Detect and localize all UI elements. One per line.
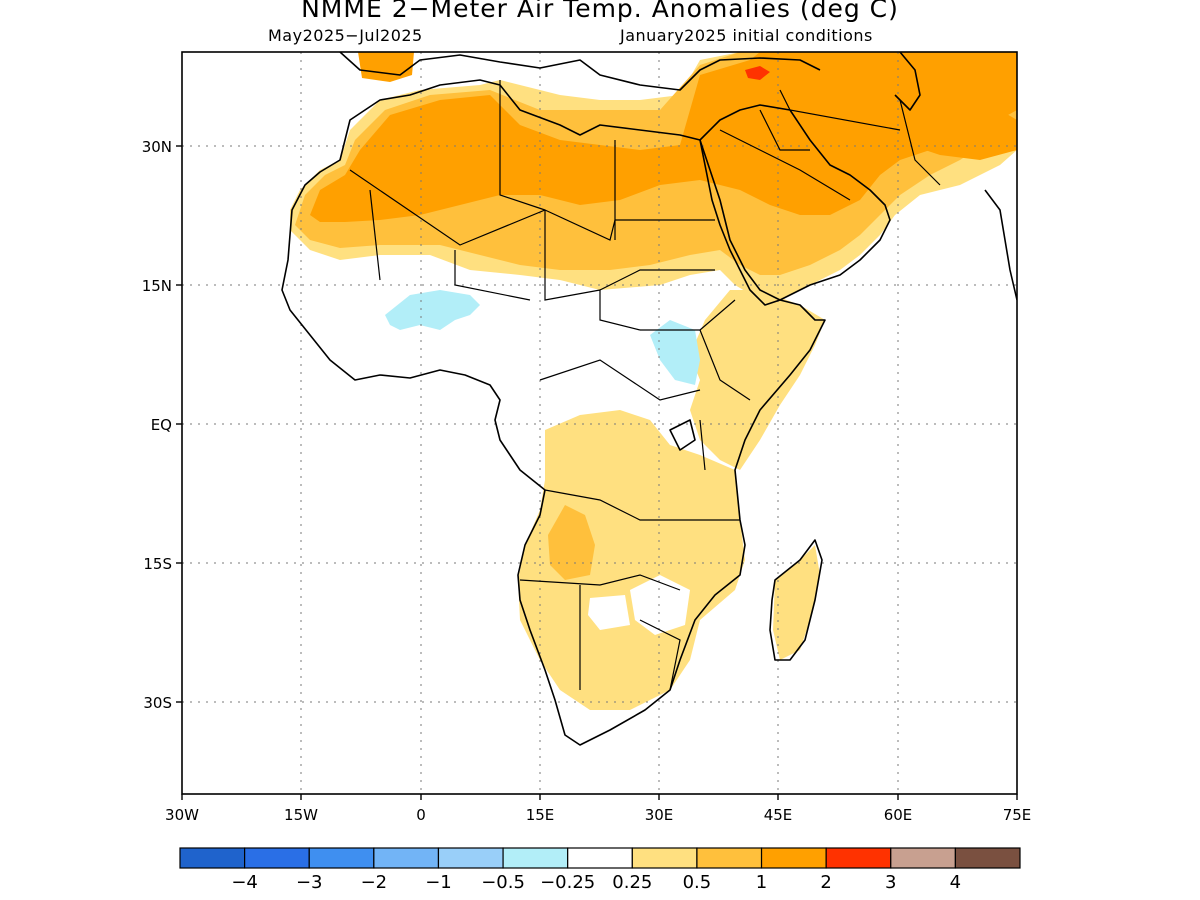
arabia-coastline [699, 104, 891, 306]
lake-victoria [669, 419, 696, 451]
colorbar-label: −2 [361, 872, 388, 893]
anomaly-weak-warm-central [518, 410, 745, 710]
anomaly-warm-angola [548, 505, 595, 580]
lon-label-15e: 15E [526, 806, 555, 824]
anomaly-hot-spot [745, 66, 770, 80]
initial-conditions-label: January2025 initial conditions [620, 26, 873, 45]
coastlines [281, 52, 1017, 746]
caspian-coastline [894, 52, 921, 111]
lon-label-0: 0 [416, 806, 426, 824]
lon-label-30e: 30E [645, 806, 674, 824]
colorbar: −4 −3 −2 −1 −0.5 −0.25 0.25 0.5 1 2 3 4 [179, 847, 1021, 893]
colorbar-label: −0.5 [481, 872, 525, 893]
anomaly-weak-cool-west-africa [385, 290, 480, 330]
colorbar-swatch [825, 847, 892, 869]
axis-ticks [176, 145, 1018, 800]
lat-label-30s: 30S [143, 694, 172, 712]
country-borders [349, 80, 941, 691]
colorbar-label: −0.25 [540, 872, 595, 893]
colorbar-label: 1 [756, 872, 767, 893]
colorbar-label: 3 [885, 872, 896, 893]
africa-coastline [281, 79, 826, 746]
forecast-period: May2025−Jul2025 [268, 26, 423, 45]
india-coastline [984, 189, 1017, 301]
colorbar-swatch [308, 847, 375, 869]
colorbar-swatch [760, 847, 827, 869]
colorbar-swatch [567, 847, 633, 869]
anomaly-weak-warm-madagascar [773, 545, 820, 660]
lat-label-30n: 30N [142, 138, 172, 156]
colorbar-label: −4 [231, 872, 258, 893]
anomaly-weak-warm-horn [690, 290, 825, 470]
lon-label-45e: 45E [764, 806, 793, 824]
anomaly-weak-cool-south-sudan [650, 320, 700, 385]
lat-label-eq: EQ [151, 416, 172, 434]
lon-label-75e: 75E [1003, 806, 1032, 824]
colorbar-swatch [954, 847, 1021, 869]
mediterranean-north-coastline [339, 52, 821, 91]
colorbar-swatch [179, 847, 246, 869]
colorbar-label: −1 [425, 872, 452, 893]
anomaly-neutral-botswana [588, 595, 630, 630]
lat-label-15s: 15S [143, 555, 172, 573]
colorbar-label: 0.25 [612, 872, 652, 893]
colorbar-swatch [244, 847, 310, 869]
graticule [182, 52, 1017, 794]
anomaly-strong-warm-iran [880, 90, 1017, 160]
colorbar-swatch [631, 847, 698, 869]
anomaly-strong-warm-north [310, 52, 1017, 222]
anomaly-fields [290, 52, 1017, 710]
colorbar-swatch [373, 847, 440, 869]
colorbar-label: 0.5 [683, 872, 712, 893]
lon-label-30w: 30W [165, 806, 199, 824]
anomaly-strong-warm-maghreb [358, 52, 414, 82]
colorbar-label: −3 [296, 872, 323, 893]
madagascar-coastline [769, 539, 823, 661]
anomaly-neutral-zimbabwe [630, 575, 690, 635]
map-frame [181, 51, 1018, 795]
lon-label-15w: 15W [284, 806, 318, 824]
colorbar-swatch [437, 847, 504, 869]
colorbar-swatch [502, 847, 569, 869]
colorbar-label: 2 [820, 872, 831, 893]
map-title: NMME 2−Meter Air Temp. Anomalies (deg C) [301, 0, 899, 23]
lat-label-15n: 15N [142, 277, 172, 295]
lon-label-60e: 60E [884, 806, 913, 824]
colorbar-label: 4 [950, 872, 961, 893]
colorbar-swatch [890, 847, 956, 869]
colorbar-swatch [696, 847, 763, 869]
